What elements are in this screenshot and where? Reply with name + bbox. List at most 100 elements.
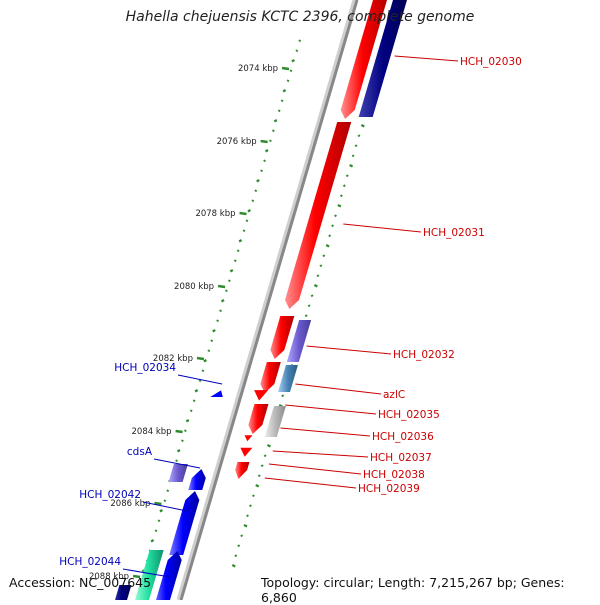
gc-right-dot <box>310 294 314 298</box>
gc-left-dot <box>269 139 272 143</box>
gene-hch-02035[interactable] <box>248 404 269 434</box>
gc-left-dot <box>175 459 178 463</box>
gc-left-dot <box>157 519 161 523</box>
gene-label[interactable]: HCH_02035 <box>378 409 440 421</box>
gc-left-dot <box>238 239 243 243</box>
gene-cdsa[interactable] <box>168 464 188 482</box>
gene-azlc-red[interactable] <box>260 362 281 393</box>
gc-left-dot <box>236 249 240 253</box>
gene-cdsa-blue[interactable] <box>188 469 206 490</box>
gc-left-dot <box>220 299 225 303</box>
gc-right-dot <box>249 504 252 508</box>
gene-hch-02031[interactable] <box>285 122 352 309</box>
backbone-line <box>179 0 359 601</box>
gc-right-dot <box>360 124 365 128</box>
gene-leader-line <box>268 463 362 475</box>
gene-hch-02030[interactable] <box>340 0 389 119</box>
ruler-tick <box>196 356 205 361</box>
gc-right-dot <box>266 444 271 448</box>
gc-left-dot <box>185 419 190 423</box>
gc-left-dot <box>163 499 167 503</box>
gene-label[interactable]: HCH_02036 <box>372 431 434 443</box>
gene-label[interactable]: HCH_02031 <box>423 227 485 239</box>
gc-left-dot <box>176 449 181 453</box>
gene-label[interactable]: cdsA <box>127 446 153 458</box>
gc-left-dot <box>183 429 187 433</box>
gene-track <box>113 0 409 605</box>
ruler-tick <box>154 501 162 506</box>
gene-azlc[interactable] <box>278 365 298 392</box>
gc-left-dot <box>227 279 231 283</box>
gene-label[interactable]: azlC <box>383 389 405 401</box>
gene-hch-02032-red[interactable] <box>270 316 295 359</box>
gene-label[interactable]: HCH_02030 <box>460 56 522 68</box>
gc-right-dot <box>345 174 349 178</box>
ruler-tick-label: 2088 kbp <box>89 572 129 582</box>
gene-hch-02030-navy[interactable] <box>358 0 409 117</box>
gene-hch-02042[interactable] <box>169 491 200 555</box>
gc-right-dot <box>313 284 318 288</box>
gc-left-dot <box>256 179 260 183</box>
gc-left-dot <box>159 509 163 513</box>
gc-right-dot <box>246 514 249 518</box>
gene-leader-line <box>142 501 188 512</box>
map-title: Hahella chejuensis KCTC 2396, complete g… <box>125 9 475 25</box>
gc-right-dot <box>251 494 255 498</box>
gc-right-dot <box>255 484 260 488</box>
gene-hch-02037[interactable] <box>240 447 253 457</box>
gc-right-dot <box>322 254 326 258</box>
gc-left-dot <box>254 189 258 193</box>
gene-hch-02044-blue[interactable] <box>153 551 182 605</box>
gene-hch-02036-red[interactable] <box>244 435 253 442</box>
gene-hch-02032[interactable] <box>286 320 312 362</box>
gc-left-dot <box>295 49 299 53</box>
ruler-tick-label: 2074 kbp <box>238 64 278 74</box>
gene-leader-line <box>280 427 371 437</box>
gc-left-dot <box>194 389 199 393</box>
gene-hch-02034[interactable] <box>210 390 223 397</box>
gene-label[interactable]: HCH_02034 <box>114 362 176 374</box>
gene-label[interactable]: HCH_02039 <box>358 483 420 495</box>
gc-left-dot <box>201 369 205 373</box>
gc-right-dot <box>263 454 267 458</box>
gene-label[interactable]: HCH_02044 <box>59 556 121 568</box>
gene-hch-02044[interactable] <box>133 550 164 605</box>
gc-left-dot <box>282 89 287 93</box>
gc-left-dot <box>212 329 216 333</box>
gene-label[interactable]: HCH_02037 <box>370 452 432 464</box>
gc-left-dot <box>219 309 222 313</box>
gc-left-dot <box>210 339 214 343</box>
gc-right-dot <box>304 314 308 318</box>
backbone <box>176 0 359 601</box>
gc-left-dot <box>233 259 237 263</box>
gc-right-dot <box>231 564 236 568</box>
ruler-tick-label: 2082 kbp <box>153 354 193 364</box>
ruler-tick-label: 2078 kbp <box>195 209 235 219</box>
gene-leader-line <box>153 458 201 469</box>
gene-hch-02036[interactable] <box>264 406 286 437</box>
gene-leader-line <box>264 477 357 489</box>
gene-hch-02035-red[interactable] <box>254 390 269 401</box>
gc-right-dot <box>331 224 335 228</box>
gene-leader-line <box>122 568 171 578</box>
ruler-tick <box>175 429 183 434</box>
gene-hch-02038[interactable] <box>235 462 250 479</box>
gc-left-dot <box>181 439 184 443</box>
gc-left-dot <box>166 489 170 493</box>
gc-right-dot <box>316 274 320 278</box>
gc-left-dot <box>263 159 266 163</box>
gc-right-dot <box>351 154 355 158</box>
ruler-tick-label: 2084 kbp <box>132 427 172 437</box>
gc-right-dot <box>354 144 358 148</box>
gene-label[interactable]: HCH_02042 <box>79 489 141 501</box>
gc-right-dot <box>339 194 343 198</box>
ruler-tick <box>239 211 247 216</box>
gene-label[interactable]: HCH_02032 <box>393 349 455 361</box>
gc-right-dot <box>325 244 330 248</box>
gene-leader-line <box>285 404 377 415</box>
gc-right-dot <box>234 554 238 558</box>
ruler-tick-label: 2086 kbp <box>110 499 150 509</box>
gene-label[interactable]: HCH_02038 <box>363 469 425 481</box>
